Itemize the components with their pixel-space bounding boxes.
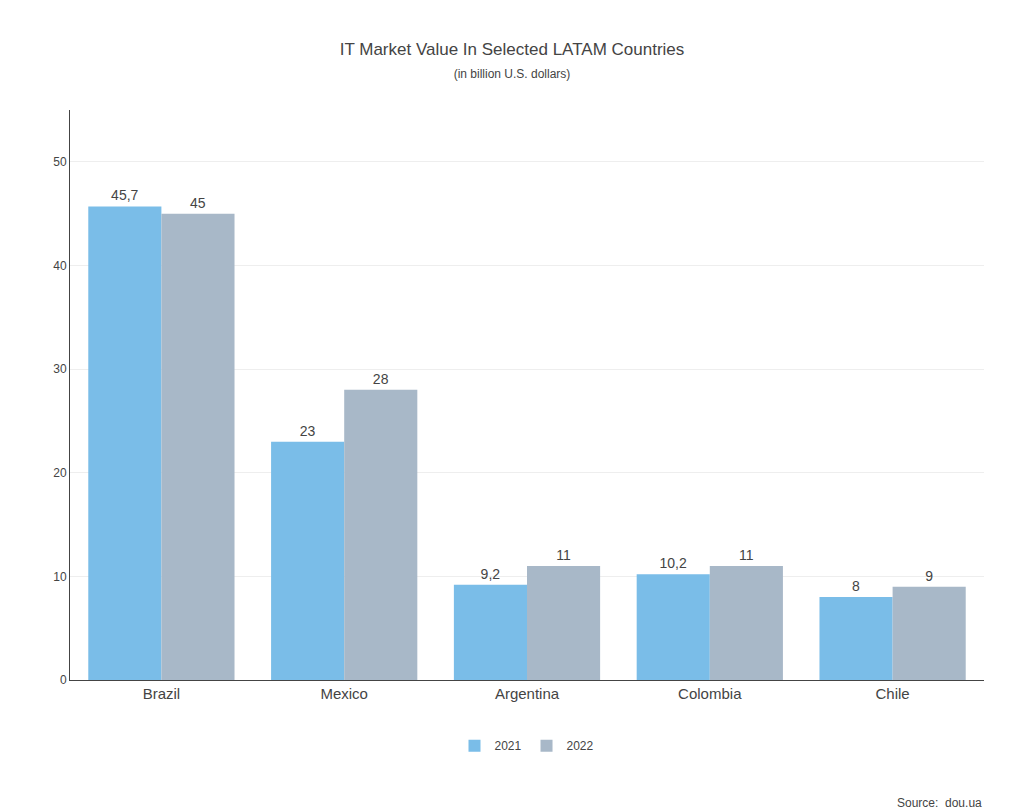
svg-text:Argentina: Argentina	[495, 685, 560, 702]
svg-text:9,2: 9,2	[481, 566, 501, 582]
svg-text:Source: dou.ua: Source: dou.ua	[897, 796, 982, 810]
svg-text:11: 11	[556, 547, 571, 563]
svg-text:Mexico: Mexico	[320, 685, 368, 702]
svg-text:8: 8	[852, 578, 860, 594]
svg-text:40: 40	[53, 259, 67, 273]
svg-text:45: 45	[190, 195, 206, 211]
svg-text:28: 28	[373, 371, 389, 387]
svg-text:Colombia: Colombia	[678, 685, 742, 702]
svg-text:9: 9	[925, 568, 933, 584]
svg-text:(in billion U.S. dollars): (in billion U.S. dollars)	[454, 67, 571, 81]
svg-text:10: 10	[53, 570, 67, 584]
svg-text:2021: 2021	[495, 739, 522, 753]
svg-text:23: 23	[300, 423, 316, 439]
svg-text:IT Market Value In Selected LA: IT Market Value In Selected LATAM Countr…	[340, 40, 685, 59]
svg-text:50: 50	[53, 155, 67, 169]
svg-text:11: 11	[739, 547, 754, 563]
svg-text:0: 0	[60, 673, 67, 687]
svg-text:20: 20	[53, 466, 67, 480]
svg-text:45,7: 45,7	[111, 187, 138, 203]
svg-text:2022: 2022	[567, 739, 594, 753]
svg-text:30: 30	[53, 362, 67, 376]
svg-text:Brazil: Brazil	[143, 685, 181, 702]
svg-text:10,2: 10,2	[660, 555, 687, 571]
svg-text:Chile: Chile	[876, 685, 910, 702]
